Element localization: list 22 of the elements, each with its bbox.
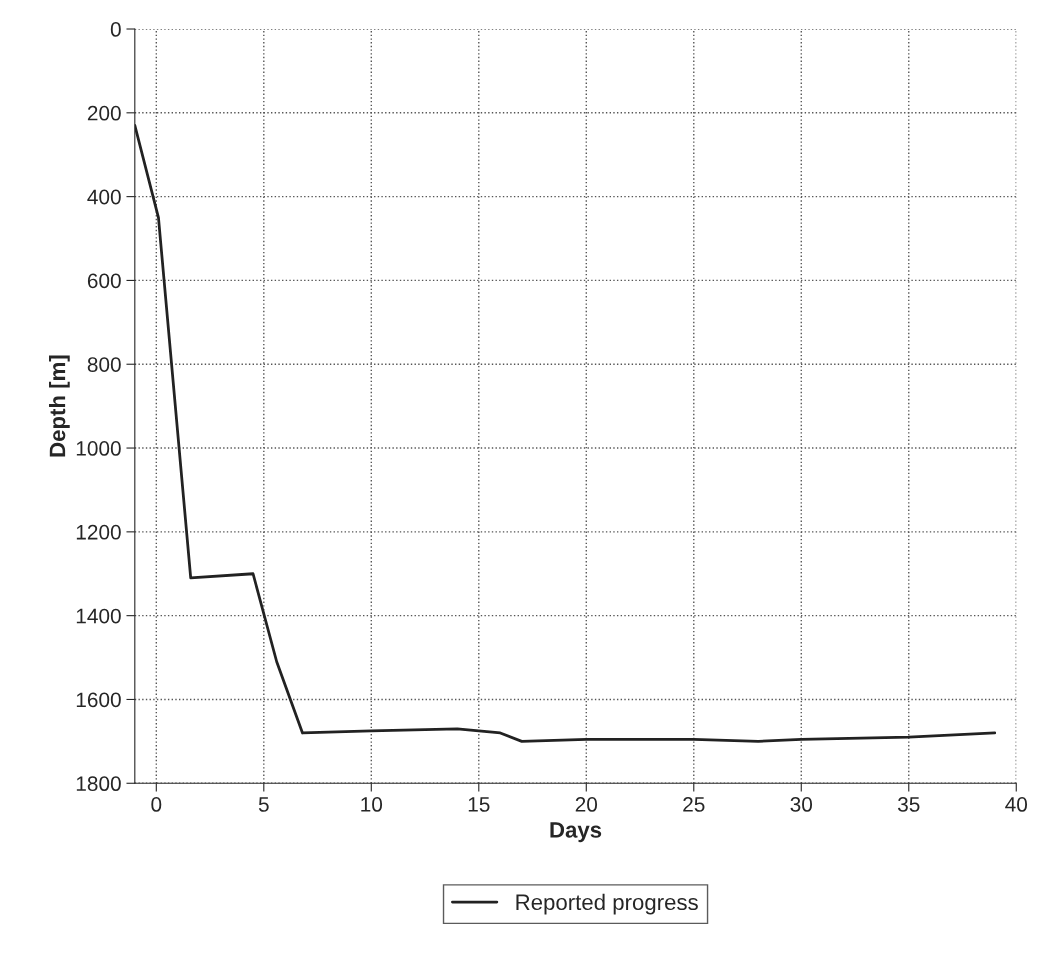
x-tick-label: 35 — [897, 797, 920, 812]
y-axis-title: Depth [m] — [49, 355, 70, 457]
y-tick-label: 600 — [87, 273, 121, 289]
legend-label: Reported progress — [516, 893, 698, 915]
x-axis-title: Days — [550, 822, 602, 843]
y-tick-label: 200 — [87, 105, 121, 121]
x-tick-label: 40 — [1005, 797, 1028, 812]
x-tick-label: 0 — [151, 797, 162, 812]
x-tick-label: 20 — [575, 797, 598, 812]
y-tick-label: 1800 — [76, 776, 121, 792]
y-tick-label: 0 — [110, 22, 121, 37]
y-tick-label: 400 — [87, 189, 121, 205]
y-tick-label: 1400 — [76, 608, 121, 624]
x-tick-label: 15 — [468, 797, 490, 812]
x-tick-label: 30 — [790, 797, 813, 812]
y-tick-label: 1000 — [76, 441, 121, 456]
y-tick-label: 1200 — [76, 524, 121, 540]
x-tick-label: 10 — [361, 797, 383, 812]
x-tick-label: 25 — [683, 797, 705, 812]
y-tick-label: 800 — [87, 357, 121, 372]
x-tick-label: 5 — [258, 797, 269, 812]
y-tick-label: 1600 — [76, 692, 121, 708]
